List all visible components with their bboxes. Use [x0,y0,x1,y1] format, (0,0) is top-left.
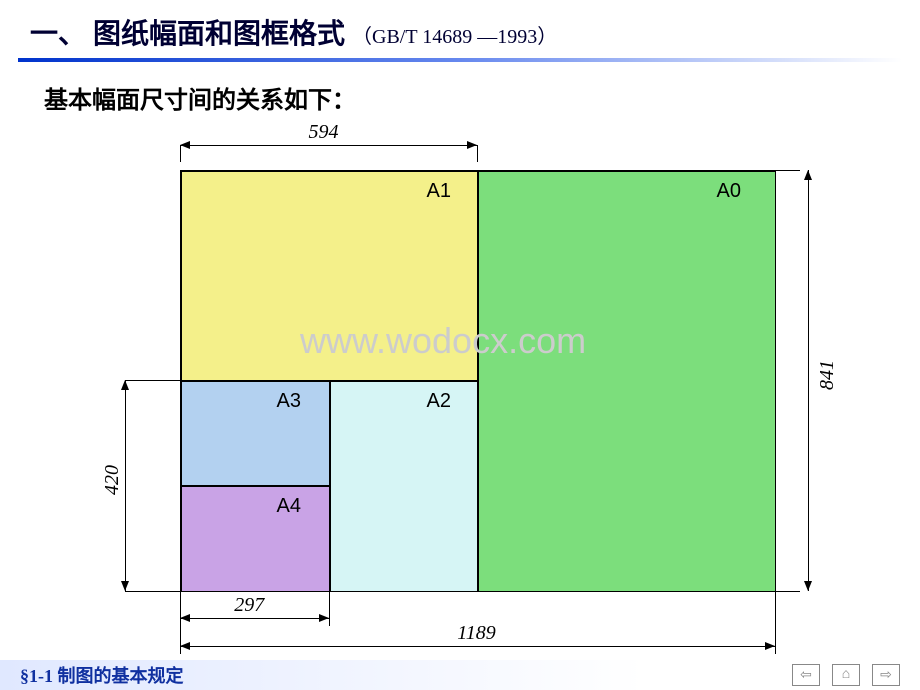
footer: §1-1 制图的基本规定 ⇦ ⌂ ⇨ [0,660,920,690]
label-a0: A0 [717,180,741,203]
dim-line [180,618,329,619]
footer-section: §1-1 制图的基本规定 [20,662,184,688]
dim-line [180,646,775,647]
next-button[interactable]: ⇨ [872,664,900,686]
dim-841: 841 [816,360,839,390]
label-a2: A2 [427,390,451,413]
label-a3: A3 [277,390,301,413]
rect-a2 [330,381,479,592]
title-sub: （GB/T 14689 —1993） [352,26,557,48]
nav-controls: ⇦ ⌂ ⇨ [792,664,900,686]
rect-a3 [181,381,330,486]
label-a1: A1 [427,180,451,203]
page-title: 一、 图纸幅面和图框格式 （GB/T 14689 —1993） [0,0,920,58]
dim-line [180,145,477,146]
subtitle: 基本幅面尺寸间的关系如下： [0,62,920,123]
home-button[interactable]: ⌂ [832,664,860,686]
paper-size-diagram: A0A1A2A3A4 5941189297841420 www.wodocx.c… [0,140,920,650]
rect-a4 [181,486,330,592]
dim-line [125,380,126,591]
dim-594: 594 [309,121,339,144]
title-main: 一、 图纸幅面和图框格式 [30,19,345,50]
dim-1189: 1189 [457,622,496,645]
rect-a0 [478,171,776,592]
dim-297: 297 [234,594,264,617]
label-a4: A4 [277,495,301,518]
dim-line [808,170,809,591]
prev-button[interactable]: ⇦ [792,664,820,686]
dim-420: 420 [101,465,124,495]
